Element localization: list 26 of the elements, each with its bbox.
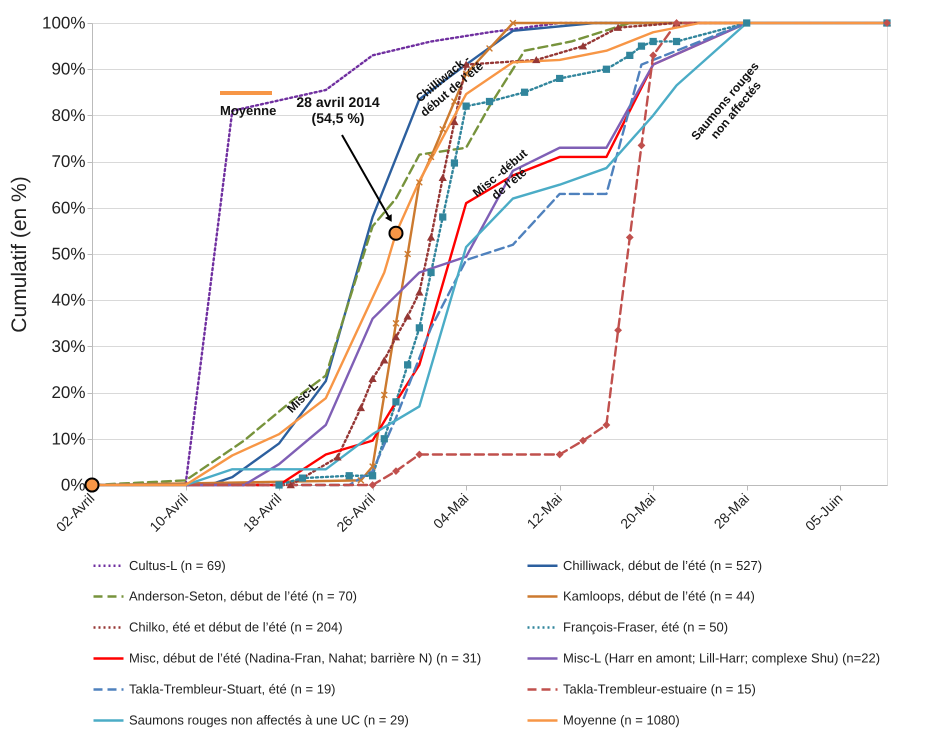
- legend-label: Chilliwack, début de l’été (n = 527): [563, 558, 762, 573]
- legend-label: Takla-Trembleur-estuaire (n = 15): [563, 682, 756, 696]
- legend-label: Chilko, été et début de l’été (n = 204): [129, 620, 343, 634]
- legend-label: Misc-L (Harr en amont; Lill-Harr; complexe Shu) (n=22): [563, 650, 880, 666]
- y-tick-label: 20%: [51, 383, 86, 402]
- y-tick-label: 80%: [51, 106, 86, 125]
- y-tick-label: 50%: [51, 244, 86, 264]
- y-tick-label: 100%: [42, 14, 86, 32]
- legend-label: Moyenne (n = 1080): [563, 712, 680, 728]
- legend-label: Cultus-L (n = 69): [129, 558, 226, 573]
- y-tick-label: 70%: [51, 152, 86, 172]
- legend-label: François-Fraser, été (n = 50): [563, 620, 728, 634]
- y-tick-label: 10%: [51, 429, 86, 448]
- y-tick-label: 30%: [51, 336, 86, 356]
- legend-label: Anderson-Seton, début de l’été (n = 70): [129, 588, 358, 604]
- annotation: Moyenne: [220, 103, 276, 118]
- y-tick-label: 0%: [60, 476, 86, 494]
- legend-label: Kamloops, début de l’été (n = 44): [563, 588, 755, 604]
- y-axis-title: Cumulatif (en %): [8, 176, 32, 333]
- legend-label: Saumons rouges non affectés à une UC (n = 29): [129, 712, 409, 728]
- y-tick-label: 40%: [51, 290, 86, 310]
- legend-label: Takla-Trembleur-Stuart, été (n = 19): [129, 682, 336, 696]
- y-tick-label: 60%: [51, 198, 86, 218]
- annotation: 28 avril 2014 (54,5 %): [296, 94, 380, 126]
- legend-label: Misc, début de l’été (Nadina-Fran, Nahat; barrière N) (n = 31): [129, 650, 482, 666]
- y-tick-label: 90%: [51, 60, 86, 79]
